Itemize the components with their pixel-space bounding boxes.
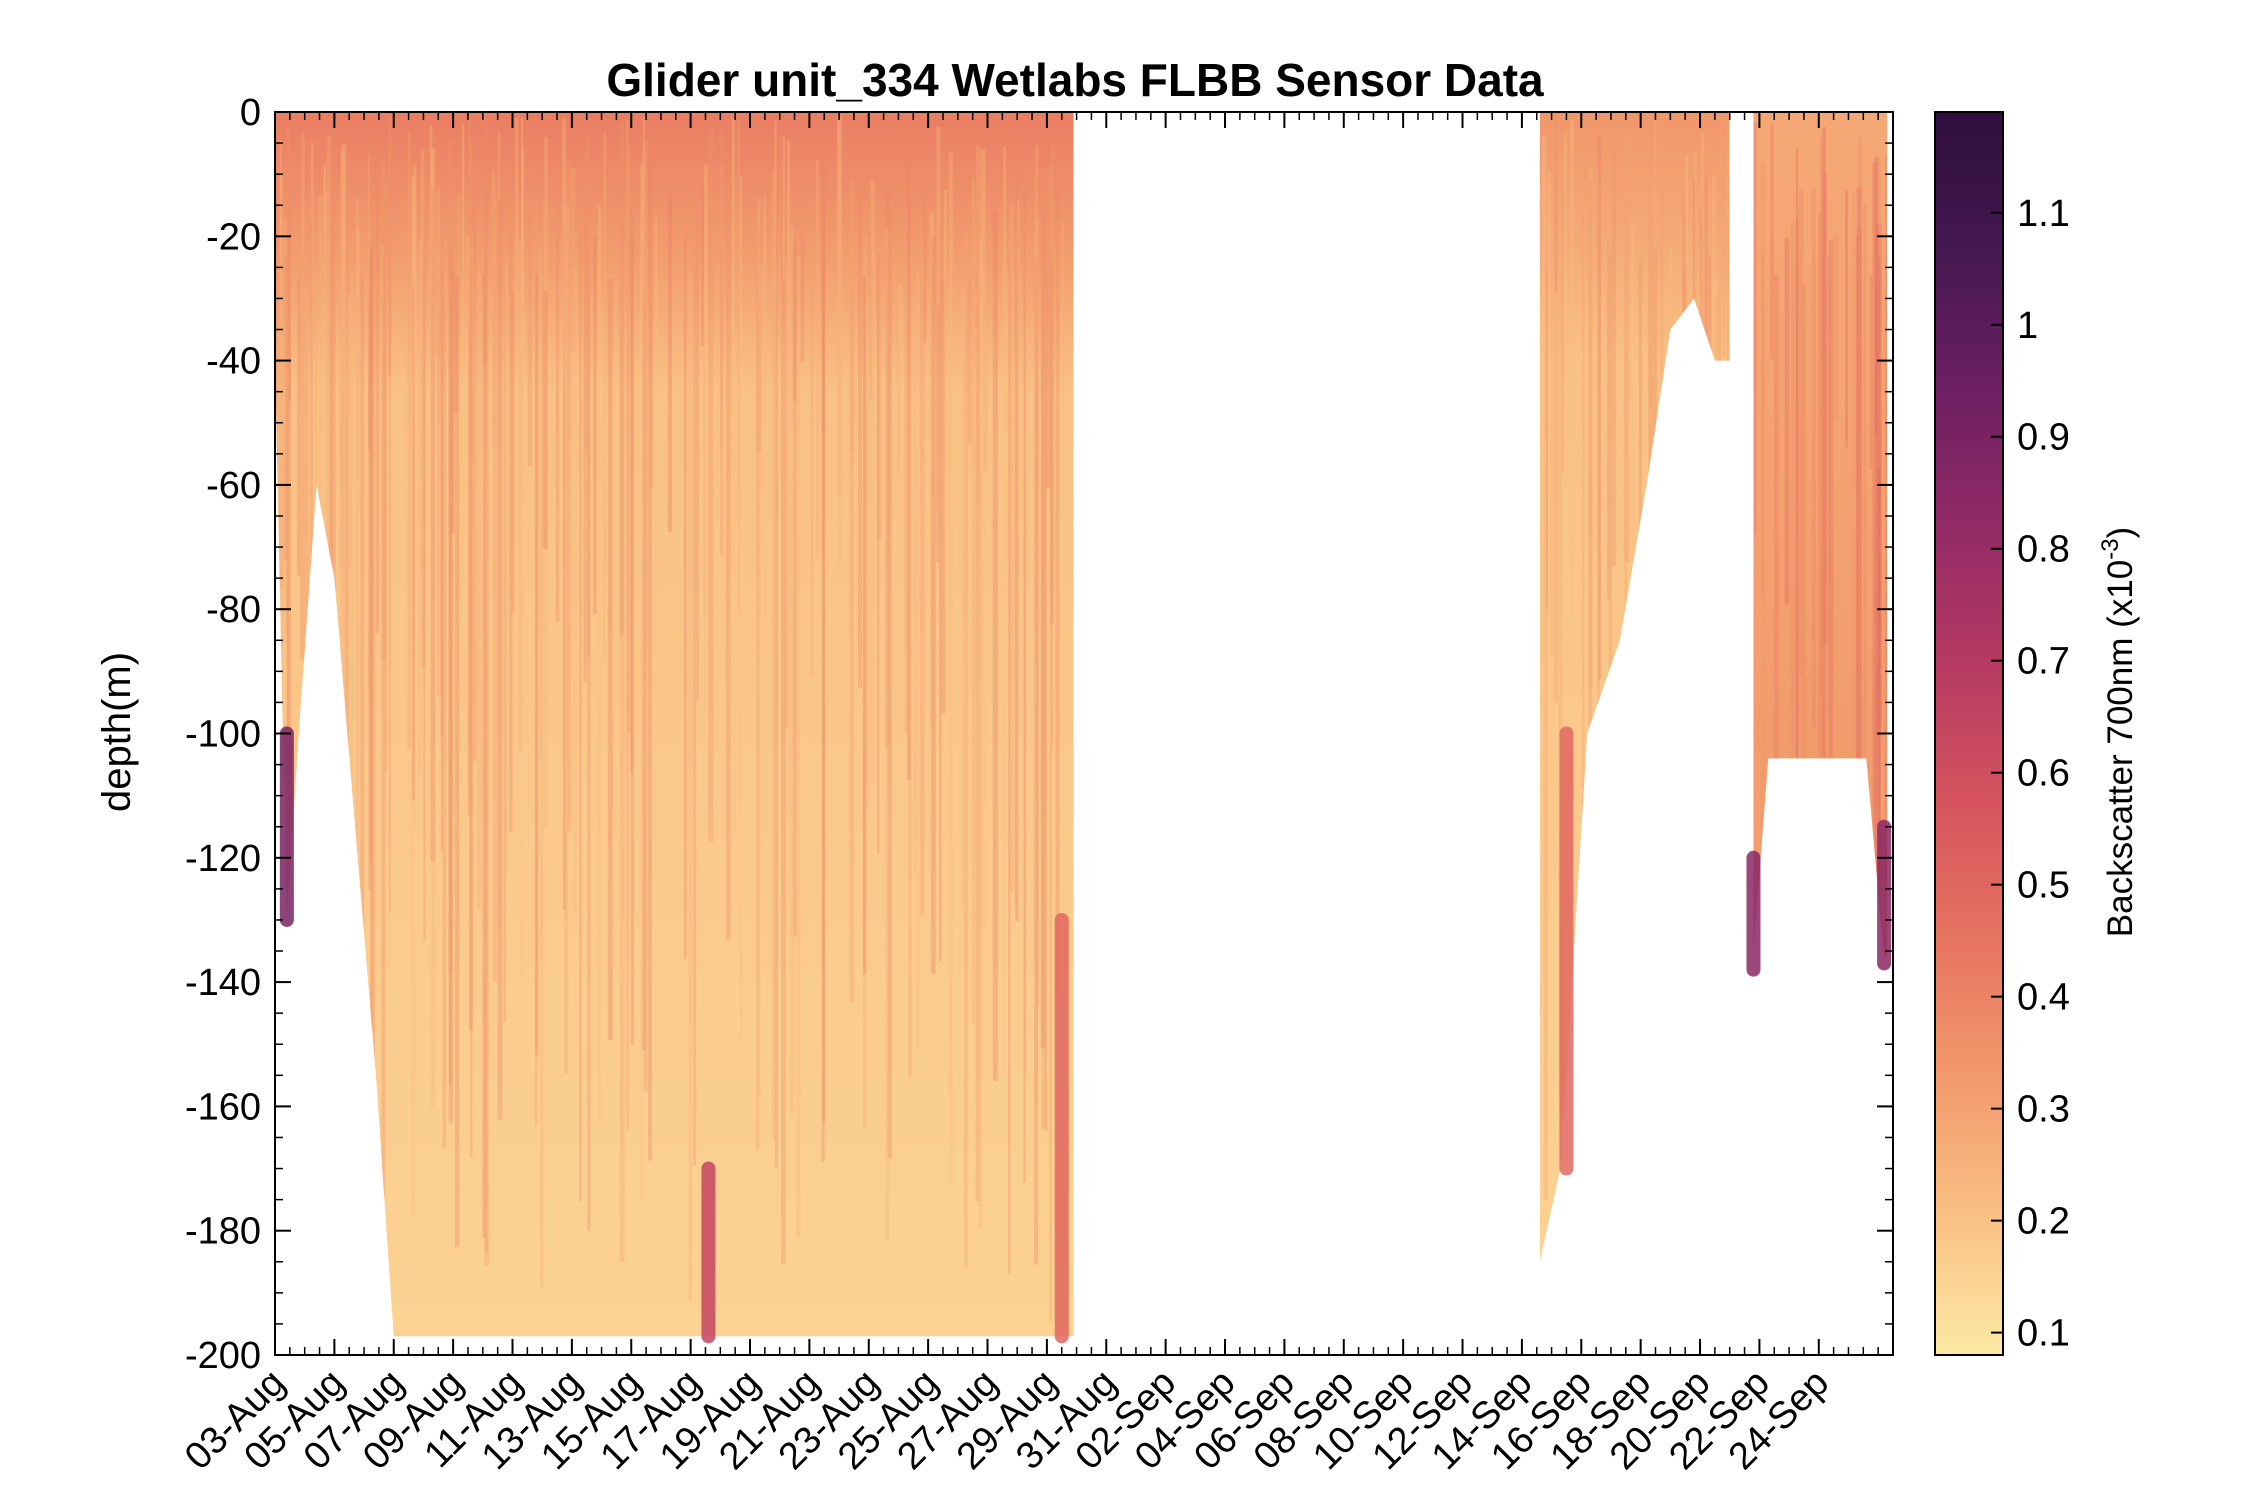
colorbar-tick-label: 1 [2017, 305, 2038, 347]
y-tick-label: -120 [185, 838, 261, 880]
y-axis: 0 -20 -40 -60 -80 -100 -120 -140 -160 -180 -200 [185, 92, 1893, 1377]
y-tick-label: -200 [185, 1335, 261, 1377]
plot-area [274, 111, 1894, 1356]
colorbar-label: Backscatter 700nm (x10-3) [2097, 527, 2140, 937]
y-tick-label: 0 [240, 92, 261, 134]
colorbar-label-main: Backscatter 700nm (x10 [2101, 560, 2140, 937]
deployment-3 [1753, 112, 1888, 958]
y-tick-label: -60 [206, 465, 261, 507]
y-tick-label: -100 [185, 714, 261, 756]
y-tick-label: -140 [185, 962, 261, 1004]
colorbar-tick-label: 0.7 [2017, 641, 2070, 683]
colorbar-tick-label: 0.9 [2017, 417, 2070, 459]
colorbar-tick-label: 1.1 [2017, 193, 2070, 235]
y-tick-label: -180 [185, 1211, 261, 1253]
y-tick-label: -20 [206, 216, 261, 258]
y-tick-label: -40 [206, 341, 261, 383]
y-axis-label: depth(m) [95, 652, 139, 812]
colorbar: 0.1 0.2 0.3 0.4 0.5 0.6 0.7 0.8 0.9 1 1.1 [1934, 111, 2070, 1356]
colorbar-tick-label: 0.2 [2017, 1201, 2070, 1243]
chart-title: Glider unit_334 Wetlabs FLBB Sensor Data [606, 54, 1544, 106]
colorbar-label-close: ) [2101, 527, 2140, 539]
deployment-fill [275, 112, 1074, 1337]
colorbar-tick-label: 0.5 [2017, 865, 2070, 907]
colorbar-tick-label: 0.6 [2017, 753, 2070, 795]
colorbar-gradient [1934, 111, 2004, 1356]
y-tick-label: -80 [206, 589, 261, 631]
y-tick-label: -160 [185, 1086, 261, 1128]
colorbar-tick-label: 0.8 [2017, 529, 2070, 571]
colorbar-tick-label: 0.3 [2017, 1089, 2070, 1131]
colorbar-label-exponent: -3 [2097, 538, 2124, 559]
deployment-1 [275, 112, 1074, 1337]
colorbar-tick-label: 0.4 [2017, 977, 2070, 1019]
colorbar-tick-label: 0.1 [2017, 1313, 2070, 1355]
